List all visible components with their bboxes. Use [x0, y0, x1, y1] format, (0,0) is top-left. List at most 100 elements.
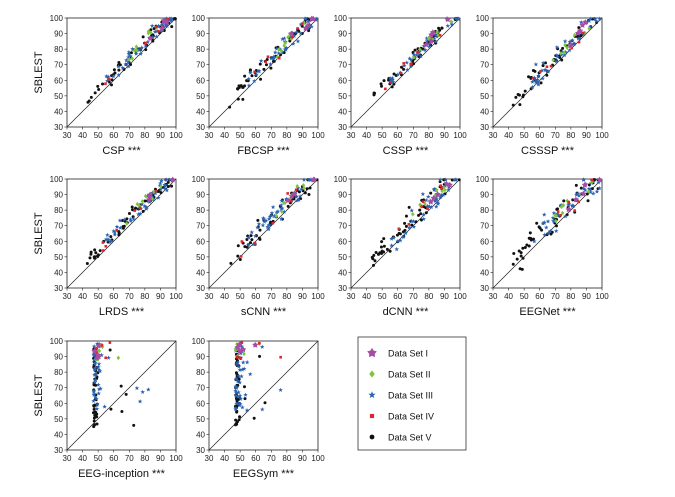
- data-point: [246, 235, 252, 240]
- data-point: [108, 348, 112, 352]
- data-point: [457, 178, 461, 182]
- data-point: [105, 232, 110, 238]
- data-point: [586, 199, 590, 203]
- data-point: [421, 212, 426, 217]
- data-point: [240, 360, 246, 365]
- data-point: [240, 341, 244, 344]
- data-point: [288, 193, 295, 199]
- data-point: [233, 393, 239, 398]
- x-tick-label: 40: [78, 131, 87, 140]
- y-tick-label: 60: [196, 399, 205, 408]
- data-point: [166, 17, 169, 21]
- y-tick-label: 80: [54, 368, 63, 377]
- data-point: [91, 398, 96, 403]
- x-tick-label: 40: [504, 131, 513, 140]
- data-point: [86, 100, 90, 104]
- x-tick-label: 80: [140, 454, 149, 463]
- data-point: [530, 84, 535, 90]
- diagonal-line: [66, 178, 177, 289]
- data-point: [280, 36, 285, 42]
- y-tick-label: 40: [480, 107, 489, 116]
- data-point: [93, 91, 97, 95]
- data-point: [302, 25, 309, 31]
- data-point: [559, 204, 564, 210]
- legend-marker: [369, 434, 375, 440]
- x-tick-label: 40: [362, 292, 371, 301]
- x-tick-label: 60: [109, 131, 118, 140]
- plot-frame: [350, 178, 461, 289]
- data-point: [439, 192, 444, 198]
- x-tick-label: 30: [347, 131, 356, 140]
- y-tick-label: 30: [196, 123, 205, 132]
- data-point: [577, 36, 582, 41]
- y-tick-label: 100: [50, 337, 64, 346]
- data-point: [427, 198, 434, 205]
- data-point: [91, 392, 97, 397]
- data-point: [115, 228, 119, 232]
- legend: Data Set I Data Set II Data Set III Data Se…: [357, 336, 467, 451]
- data-point: [106, 237, 111, 242]
- data-point: [228, 105, 232, 109]
- data-point: [419, 218, 423, 222]
- data-point: [269, 210, 275, 216]
- data-point: [397, 231, 401, 235]
- data-point: [515, 257, 519, 261]
- x-tick-label: 50: [378, 131, 387, 140]
- data-point: [563, 49, 568, 55]
- x-tick-label: 90: [582, 292, 591, 301]
- data-point: [300, 22, 304, 26]
- data-point: [279, 206, 285, 211]
- data-point: [139, 45, 145, 50]
- data-point: [246, 83, 252, 88]
- data-point: [241, 97, 245, 101]
- x-tick-label: 100: [169, 454, 183, 463]
- x-tick-label: 50: [94, 131, 103, 140]
- data-point: [126, 54, 131, 60]
- data-point: [134, 44, 139, 49]
- data-point: [519, 251, 523, 255]
- data-point: [154, 34, 159, 39]
- data-point: [257, 236, 261, 240]
- data-point: [281, 209, 287, 214]
- data-point: [278, 387, 283, 392]
- data-point: [422, 205, 426, 209]
- data-point: [263, 401, 267, 405]
- data-point: [540, 221, 546, 226]
- data-point: [525, 243, 529, 247]
- y-tick-label: 50: [480, 253, 489, 262]
- data-point: [166, 180, 170, 184]
- data-point: [410, 62, 413, 66]
- x-tick-label: 30: [205, 131, 214, 140]
- data-point: [427, 44, 432, 49]
- data-point: [246, 242, 251, 247]
- data-point: [243, 397, 247, 401]
- data-point: [562, 199, 566, 203]
- data-point: [164, 23, 170, 28]
- x-tick-label: 100: [169, 292, 183, 301]
- plot-frame: [350, 17, 461, 128]
- data-point: [159, 184, 163, 189]
- data-point: [512, 251, 516, 255]
- data-point: [143, 193, 148, 199]
- data-point: [290, 35, 294, 39]
- data-point: [91, 352, 97, 358]
- data-point: [242, 351, 246, 357]
- data-point: [539, 68, 545, 73]
- data-point: [582, 19, 589, 26]
- data-point: [279, 198, 285, 203]
- data-point: [272, 50, 278, 55]
- data-point: [580, 190, 587, 197]
- x-tick-label: 70: [125, 292, 134, 301]
- data-point: [541, 220, 547, 225]
- data-point: [96, 364, 101, 369]
- data-point: [431, 36, 437, 41]
- x-tick-label: 50: [94, 292, 103, 301]
- y-tick-label: 100: [476, 14, 490, 23]
- data-point: [587, 24, 593, 30]
- x-axis-label: CSSSP ***: [521, 145, 575, 157]
- data-point: [546, 69, 551, 74]
- data-point: [403, 230, 408, 236]
- data-point: [284, 197, 291, 204]
- diagonal-line: [208, 17, 319, 128]
- data-point: [371, 263, 375, 267]
